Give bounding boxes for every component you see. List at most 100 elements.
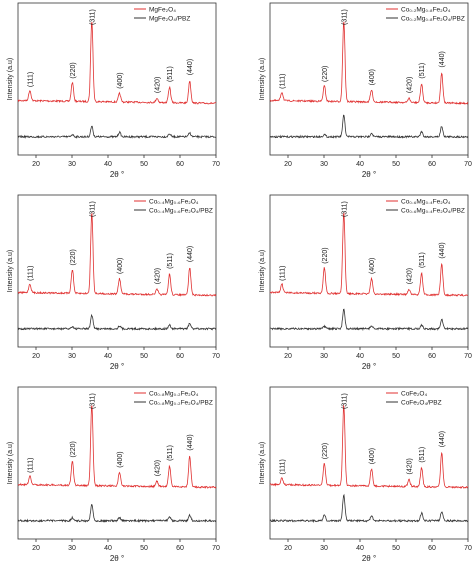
x-tick-label: 40: [104, 545, 112, 552]
peak-label: (511): [419, 63, 426, 79]
x-tick-label: 50: [140, 545, 148, 552]
peak-label: (420): [406, 458, 413, 474]
plot-frame: [17, 386, 217, 540]
peak-label: (511): [419, 447, 426, 463]
peak-label: (311): [89, 201, 96, 217]
series-line-composite: [269, 308, 469, 332]
x-tick-label: 50: [392, 353, 400, 360]
legend: MgFe₂O₄ MgFe₂O₄/PBZ: [134, 7, 190, 23]
peak-label: (420): [154, 460, 161, 476]
peak-label: (111): [279, 73, 286, 88]
x-tick-label: 30: [68, 161, 76, 168]
peak-label: (220): [70, 62, 77, 78]
peak-label: (420): [154, 77, 161, 93]
x-tick-label: 70: [212, 161, 220, 168]
x-tick-label: 20: [32, 353, 40, 360]
series-line-composite: [269, 114, 469, 139]
x-tick-label: 60: [176, 161, 184, 168]
x-tick-label: 40: [104, 353, 112, 360]
peak-label: (220): [70, 249, 77, 265]
series-line-ferrite: [269, 21, 469, 106]
x-tick-label: 30: [68, 545, 76, 552]
x-tick-label: 20: [284, 161, 292, 168]
x-tick-label: 60: [428, 545, 436, 552]
peak-label: (400): [369, 258, 376, 274]
legend-entry: Co₀.₄Mg₀.₆Fe₂O₄/PBZ: [149, 208, 213, 215]
peak-label: (420): [154, 268, 161, 284]
legend-entry: Co₀.₆Mg₀.₄Fe₂O₄: [401, 199, 451, 206]
plot-frame: [269, 194, 469, 348]
plot-frame: [17, 194, 217, 348]
x-tick-label: 60: [428, 161, 436, 168]
series-line-ferrite: [269, 212, 469, 297]
legend: Co₀.₄Mg₀.₆Fe₂O₄ Co₀.₄Mg₀.₆Fe₂O₄/PBZ: [134, 199, 213, 215]
peak-label: (511): [167, 253, 174, 269]
x-tick-label: 40: [356, 545, 364, 552]
peak-label: (311): [341, 9, 348, 25]
x-axis-label: 2θ °: [110, 554, 124, 563]
peak-label: (511): [419, 252, 426, 268]
x-axis-label: 2θ °: [362, 170, 376, 179]
peak-label: (400): [369, 448, 376, 464]
x-tick-label: 60: [176, 353, 184, 360]
x-tick-label: 30: [68, 353, 76, 360]
y-axis-label: Intensity (a.u): [7, 442, 14, 484]
x-tick-label: 70: [464, 161, 472, 168]
series-line-ferrite: [17, 22, 217, 105]
peak-label: (400): [117, 451, 124, 467]
peak-label: (111): [27, 265, 34, 280]
x-tick-label: 20: [284, 545, 292, 552]
series-line-composite: [17, 125, 217, 140]
peak-label: (220): [70, 441, 77, 457]
legend-entry: Co₀.₈Mg₀.₂Fe₂O₄/PBZ: [149, 400, 213, 407]
peak-label: (511): [167, 66, 174, 82]
legend-entry: CoFe₂O₄/PBZ: [401, 400, 442, 407]
peak-label: (440): [187, 434, 194, 450]
series-line-composite: [269, 493, 469, 524]
series-line-composite: [17, 504, 217, 523]
x-tick-label: 40: [104, 161, 112, 168]
legend: Co₀.₂Mg₀.₈Fe₂O₄ Co₀.₂Mg₀.₈Fe₂O₄/PBZ: [386, 7, 465, 23]
peak-label: (440): [187, 59, 194, 75]
x-tick-label: 20: [284, 353, 292, 360]
xrd-panel-6: 20 30 40 50 60 70 2θ ° Intensity (a.u) (111) (220…: [259, 386, 472, 563]
plot-frame: [17, 2, 217, 156]
x-tick-label: 30: [320, 545, 328, 552]
x-axis-label: 2θ °: [362, 362, 376, 371]
x-tick-label: 20: [32, 545, 40, 552]
x-axis-label: 2θ °: [110, 170, 124, 179]
peak-label: (220): [322, 443, 329, 459]
legend-entry: MgFe₂O₄: [149, 7, 176, 14]
peak-label: (440): [439, 431, 446, 447]
series-line-composite: [17, 313, 217, 331]
x-tick-label: 70: [464, 545, 472, 552]
y-axis-label: Intensity (a.u): [259, 250, 266, 292]
peak-label: (220): [322, 247, 329, 263]
y-axis-label: Intensity (a.u): [259, 442, 266, 484]
peak-label: (220): [322, 66, 329, 82]
peak-label: (420): [406, 77, 413, 93]
x-tick-label: 40: [356, 161, 364, 168]
x-tick-label: 70: [212, 353, 220, 360]
legend-entry: Co₀.₂Mg₀.₈Fe₂O₄/PBZ: [401, 16, 465, 23]
x-axis-label: 2θ °: [110, 362, 124, 371]
peak-label: (111): [279, 459, 286, 474]
peak-label: (311): [341, 201, 348, 217]
x-tick-label: 30: [320, 353, 328, 360]
xrd-panel-3: 20 30 40 50 60 70 2θ ° Intensity (a.u) (111) (220…: [7, 194, 220, 371]
peak-label: (311): [341, 393, 348, 409]
peak-label: (440): [439, 51, 446, 67]
legend: Co₀.₈Mg₀.₂Fe₂O₄ Co₀.₈Mg₀.₂Fe₂O₄/PBZ: [134, 391, 213, 407]
peak-label: (111): [27, 72, 34, 87]
x-tick-label: 60: [176, 545, 184, 552]
xrd-panel-4: 20 30 40 50 60 70 2θ ° Intensity (a.u) (111) (220…: [259, 194, 472, 371]
peak-label: (111): [27, 457, 34, 472]
x-axis-label: 2θ °: [362, 554, 376, 563]
legend-entry: Co₀.₂Mg₀.₈Fe₂O₄: [401, 7, 451, 14]
legend-entry: Co₀.₆Mg₀.₄Fe₂O₄/PBZ: [401, 208, 465, 215]
y-axis-label: Intensity (a.u): [7, 250, 14, 292]
y-axis-label: Intensity (a.u): [7, 58, 14, 100]
xrd-panel-5: 20 30 40 50 60 70 2θ ° Intensity (a.u) (111) (220…: [7, 386, 220, 563]
x-tick-label: 70: [464, 353, 472, 360]
